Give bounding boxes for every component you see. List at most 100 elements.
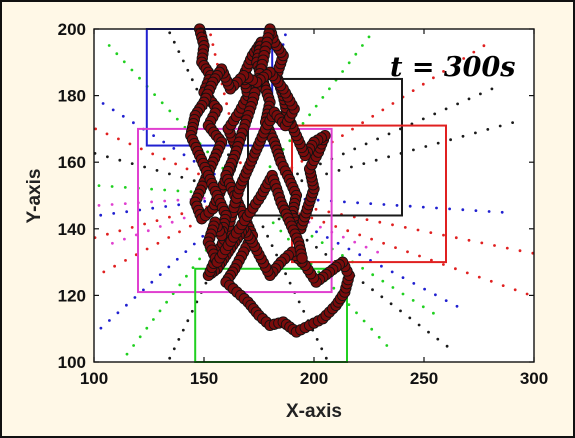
scatter-point [320,241,324,245]
scatter-point [444,299,448,302]
scatter-point [456,102,459,106]
scatter-point [168,356,172,360]
scatter-point [125,352,129,356]
scatter-point [176,189,180,193]
scatter-point [361,121,364,125]
scatter-point [387,132,391,136]
scatter-point [381,108,385,112]
scatter-point [172,147,176,150]
ticks-layer: 100 150 200 250 300 100 120 140 160 180 200 [58,20,549,388]
x-tick-label: 100 [80,369,108,388]
scatter-point [328,87,331,91]
scatter-point [474,131,477,135]
scatter-point [467,238,471,242]
y-tick-label: 140 [58,220,86,239]
scatter-point [168,172,171,176]
y-axis-label: Y-axis [24,169,45,224]
scatter-point [500,210,504,214]
scatter-point [204,281,208,285]
scatter-point [362,162,366,166]
scatter-point [518,249,522,253]
scatter-point [525,292,529,296]
scatter-point [198,257,202,261]
scatter-point [113,264,116,268]
scatter-point [124,259,127,262]
scatter-point [391,102,395,105]
scatter-point [361,281,365,284]
scatter-point [513,288,517,292]
scatter-point [268,165,272,169]
scatter-point [418,254,421,258]
scatter-point [181,59,185,63]
scatter-point [130,162,134,166]
scatter-point [341,235,345,239]
scatter-point [225,102,229,106]
scatter-point [452,63,455,67]
scatter-point [284,272,287,276]
scatter-point [382,203,386,206]
scatter-point [367,35,371,39]
scatter-point [316,198,320,202]
scatter-point [160,101,164,105]
scatter-point [465,271,469,275]
scatter-point [116,311,120,315]
scatter-point [190,78,194,82]
y-tick-label: 200 [58,20,86,39]
scatter-point [111,241,114,245]
scatter-point [394,246,397,250]
scatter-point [202,197,206,200]
x-tick-label: 200 [300,369,328,388]
scatter-point [353,147,357,151]
y-tick-label: 100 [58,353,86,372]
x-tick-label: 150 [190,369,218,388]
scatter-point [442,70,445,73]
scatter-point [387,155,390,159]
scatter-point [150,200,154,204]
scatter-point [448,207,451,211]
scatter-point [505,246,509,250]
scatter-point [389,302,393,306]
scatter-point [145,326,149,330]
scatter-point [177,338,181,341]
scatter-point [191,266,195,269]
scatter-point [358,233,362,237]
scatter-point [411,89,415,92]
scatter-point [493,244,496,247]
scatter-point [445,344,449,348]
scatter-point [380,295,384,299]
scatter-point [181,328,185,332]
scatter-point [188,224,192,228]
scatter-point [143,165,147,169]
scatter-point [511,121,514,124]
scatter-point [117,137,120,141]
scatter-point [239,161,242,165]
scatter-point [153,93,157,96]
scatter-point [423,287,426,291]
scatter-point [417,323,421,327]
scatter-point [477,275,481,279]
scatter-point [172,40,176,44]
scatter-point [358,253,362,257]
scatter-point [197,172,200,176]
scatter-point [421,82,425,86]
scatter-point [152,318,155,321]
scatter-point [167,236,171,239]
scatter-point [325,172,328,176]
scatter-point [180,175,184,179]
scatter-point [364,142,368,146]
scatter-point [99,326,103,330]
scatter-point [150,187,154,191]
scatter-point [156,241,160,245]
scatter-point [175,117,179,121]
scatter-point [472,50,476,54]
y-tick-label: 180 [58,87,86,106]
scatter-point [165,300,169,304]
scatter-point [308,113,311,117]
scatter-point [201,234,205,238]
x-tick-label: 300 [520,369,548,388]
scatter-point [406,250,409,254]
scatter-point [213,53,217,56]
scatter-point [427,330,430,334]
scatter-point [146,229,150,233]
